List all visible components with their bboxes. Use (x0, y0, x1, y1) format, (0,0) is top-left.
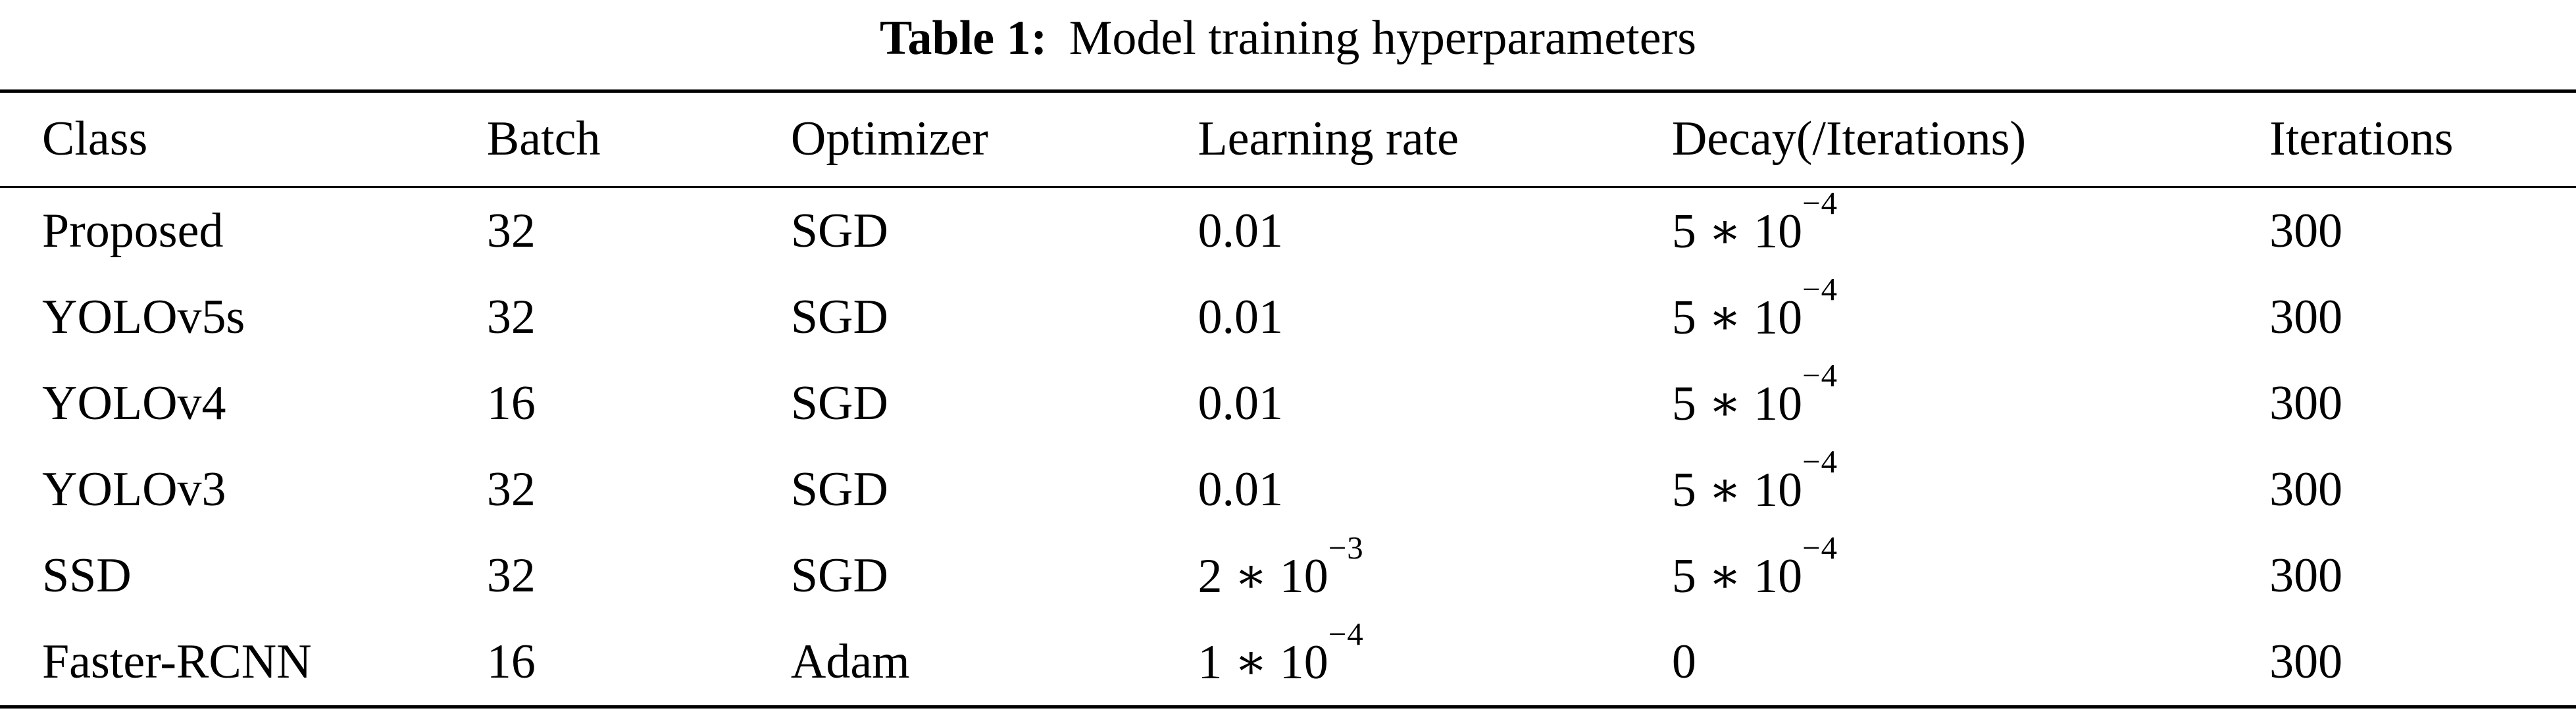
table-cell: 1 ∗ 10−4 (1198, 615, 1364, 689)
table-cell: SGD (790, 203, 888, 258)
table-caption-text: Model training hyperparameters (1069, 11, 1696, 65)
table-caption-label: Table 1: (879, 11, 1048, 65)
column-header: Class (0, 91, 487, 188)
exponent: −4 (1802, 270, 1838, 307)
table-caption: Table 1: Model training hyperparameters (0, 9, 2576, 68)
table-row: YOLOv5s 32 SGD 0.01 5 ∗ 10−4 300 (0, 270, 2576, 361)
exponent: −4 (1328, 615, 1364, 652)
table-cell: 32 (486, 462, 536, 516)
table-cell: SSD (42, 548, 132, 603)
table-cell: 0.01 (1198, 376, 1283, 430)
table-cell: 16 (486, 634, 536, 689)
table-cell: SGD (790, 462, 888, 516)
exponent: −4 (1802, 357, 1838, 393)
table-cell: 0.01 (1198, 289, 1283, 344)
hyperparameters-table: Class Batch Optimizer Learning rate Decay(/I… (0, 89, 2576, 709)
table-cell: 16 (486, 376, 536, 430)
table-cell: YOLOv5s (42, 289, 245, 344)
column-header: Iterations (2269, 91, 2576, 188)
column-header: Batch (486, 91, 791, 188)
table-cell: 0.01 (1198, 203, 1283, 258)
table-cell: Adam (790, 634, 910, 689)
column-header: Decay(/Iterations) (1671, 91, 2270, 188)
table-cell: 5 ∗ 10−4 (1671, 443, 1838, 517)
exponent: −4 (1802, 529, 1838, 566)
table-cell: 300 (2269, 548, 2343, 603)
column-header: Optimizer (790, 91, 1198, 188)
table-row: SSD 32 SGD 2 ∗ 10−3 5 ∗ 10−4 300 (0, 529, 2576, 619)
table-cell: 300 (2269, 376, 2343, 430)
table-cell: 32 (486, 203, 536, 258)
table-head: Class Batch Optimizer Learning rate Decay(/I… (0, 91, 2576, 188)
table-cell: 300 (2269, 634, 2343, 689)
column-header: Learning rate (1198, 91, 1672, 188)
table-cell: 5 ∗ 10−4 (1671, 270, 1838, 345)
exponent: −3 (1328, 529, 1364, 566)
table-cell: 300 (2269, 289, 2343, 344)
exponent: −4 (1802, 443, 1838, 480)
table-row: YOLOv4 16 SGD 0.01 5 ∗ 10−4 300 (0, 357, 2576, 447)
table-cell: YOLOv4 (42, 376, 226, 430)
table-cell: 0.01 (1198, 462, 1283, 516)
table-cell: 5 ∗ 10−4 (1671, 529, 1838, 603)
header-row: Class Batch Optimizer Learning rate Decay(/I… (0, 91, 2576, 188)
table-cell: Faster-RCNN (42, 634, 312, 689)
table-cell: 5 ∗ 10−4 (1671, 184, 1838, 259)
table-cell: 300 (2269, 462, 2343, 516)
table-row: YOLOv3 32 SGD 0.01 5 ∗ 10−4 300 (0, 443, 2576, 533)
table-cell: 5 ∗ 10−4 (1671, 357, 1838, 431)
table-cell: 32 (486, 548, 536, 603)
table-cell: 32 (486, 289, 536, 344)
table-cell: SGD (790, 376, 888, 430)
table-row: Faster-RCNN 16 Adam 1 ∗ 10−4 0 300 (0, 615, 2576, 707)
table-cell: 0 (1671, 634, 1696, 689)
table-cell: YOLOv3 (42, 462, 226, 516)
table-body: Proposed 32 SGD 0.01 5 ∗ 10−4 300 YOLOv5s 32 SGD… (0, 187, 2576, 707)
table-cell: Proposed (42, 203, 224, 258)
table-row: Proposed 32 SGD 0.01 5 ∗ 10−4 300 (0, 187, 2576, 274)
table-cell: 300 (2269, 203, 2343, 258)
table-cell: 2 ∗ 10−3 (1198, 529, 1364, 603)
table-cell: SGD (790, 289, 888, 344)
exponent: −4 (1802, 184, 1838, 221)
table-cell: SGD (790, 548, 888, 603)
